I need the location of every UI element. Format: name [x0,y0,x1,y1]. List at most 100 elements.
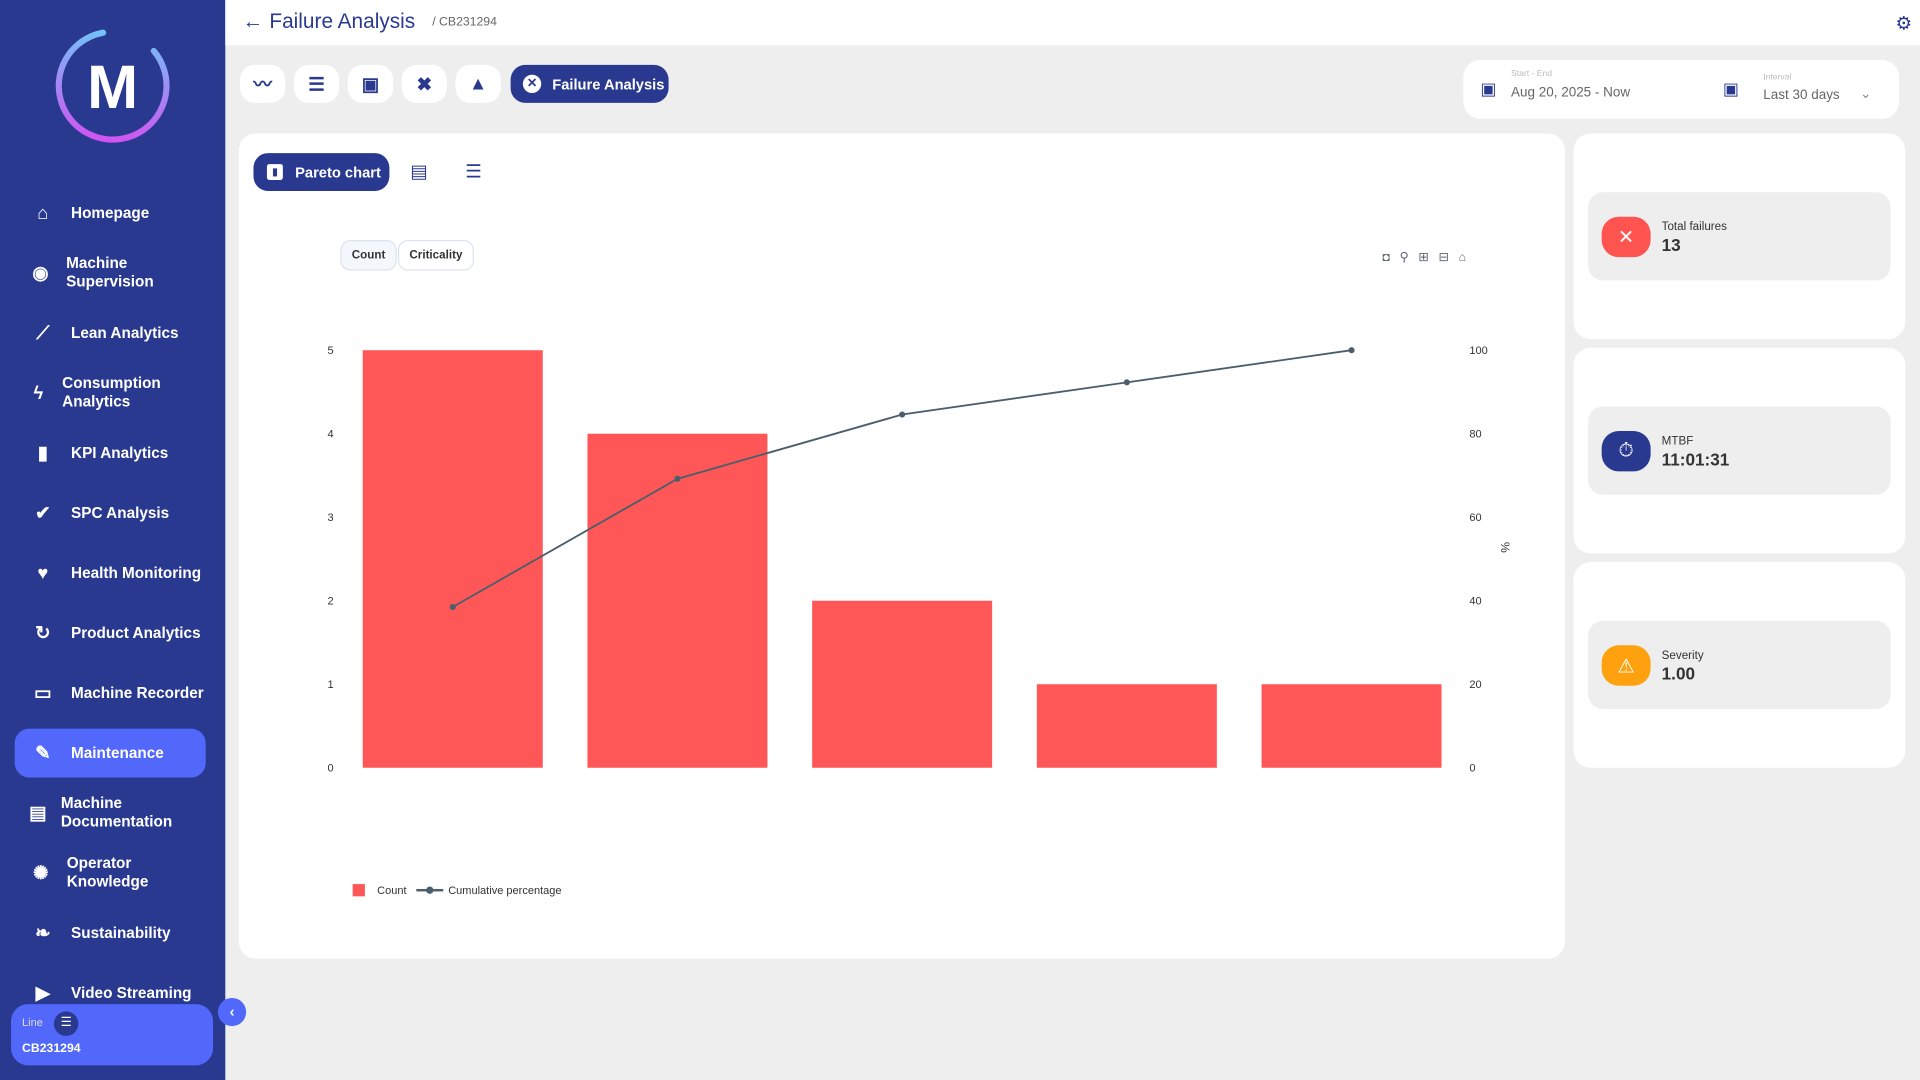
y2-axis-title: % [1498,542,1512,553]
line-selector[interactable]: Line ☰ CB231294 [11,1004,214,1066]
sidebar-item-video-streaming[interactable]: ▶ Video Streaming [15,969,206,1018]
zoom-out-icon[interactable]: ⊟ [1438,251,1459,265]
kpi-tile: ⚠ Severity 1.00 [1588,620,1891,709]
zoom-in-icon[interactable]: ⊞ [1418,251,1439,265]
sidebar-item-machine-documentation[interactable]: ▤ Machine Documentation [15,789,206,838]
filter-bar: ▣ Start - End Aug 20, 2025 - Now ▣ Inter… [1463,60,1900,119]
zoom-icon[interactable]: ⚲ [1399,251,1419,265]
legend-line-swatch [416,886,444,894]
bar [812,600,993,768]
y2-tick-label: 100 [1469,345,1487,357]
tab-label: Failure Analysis [552,75,665,93]
trend-icon: 〰 [253,74,272,96]
bar [362,350,543,768]
sidebar-item-maintenance[interactable]: ✎ Maintenance [14,728,206,778]
sidebar-item-spc-analysis[interactable]: ✔ SPC Analysis [15,489,206,538]
sidebar-item-label: Video Streaming [71,983,192,1002]
cumulative-point [1348,347,1355,354]
date-range-picker[interactable]: ▣ Start - End Aug 20, 2025 - Now [1463,60,1702,119]
warning-view-button[interactable]: ▲ [455,64,501,103]
calendar-view-button[interactable]: ▣ [347,64,394,103]
sidebar-item-homepage[interactable]: ⌂ Homepage [15,189,206,238]
warning-icon: ⚠ [1601,645,1651,686]
sidebar-item-lean-analytics[interactable]: ⟋ Lean Analytics [15,309,206,358]
sidebar-item-operator-knowledge[interactable]: ✺ Operator Knowledge [15,849,206,898]
sidebar-item-label: Maintenance [71,743,164,762]
tools-icon: ✖ [416,74,432,95]
back-arrow-icon[interactable]: ← [242,9,264,34]
sidebar-item-label: Consumption Analytics [62,374,161,411]
kpi-value: 11:01:31 [1661,449,1730,469]
chart-modebar: ◘⚲⊞⊟⌂ [1382,251,1475,264]
collapse-sidebar-button[interactable]: ‹ [217,997,247,1027]
sidebar-item-consumption-analytics[interactable]: ϟ Consumption Analytics [15,369,206,418]
tools-view-button[interactable]: ✖ [401,64,447,103]
bolt-icon: ϟ [33,382,44,404]
recorder-icon: ▭ [34,682,52,704]
kpi-value: 1.00 [1661,663,1696,684]
pareto-chart-tab[interactable]: ▮ Pareto chart [253,153,390,192]
legend-cumulative-label: Cumulative percentage [448,884,562,897]
sidebar: M ⌂ Homepage ◉ Machine Supervision ⟋ Lean Ana… [0,0,226,1080]
date-label: Start - End [1511,69,1553,79]
y2-tick-label: 20 [1469,679,1481,691]
line-label: Line [22,1016,43,1029]
kpi-label: MTBF [1661,434,1694,449]
chart-legend: Count Cumulative percentage [352,884,562,897]
interval-select[interactable]: ▣ Interval Last 30 days ⌄ [1708,60,1899,119]
cumulative-point [1123,379,1130,386]
tab-label: Pareto chart [295,163,381,181]
sidebar-item-product-analytics[interactable]: ↻ Product Analytics [15,609,206,658]
date-value: Aug 20, 2025 - Now [1511,85,1631,101]
failure-analysis-tab[interactable]: ✕ Failure Analysis [510,64,669,103]
menu-icon[interactable]: ☰ [465,161,482,183]
bar [587,433,768,768]
sidebar-item-label: Homepage [71,203,150,222]
list-view-button[interactable]: ☰ [293,64,340,103]
y-tick-label: 0 [328,762,334,774]
leaf-icon: ❧ [35,922,51,944]
sidebar-item-machine-supervision[interactable]: ◉ Machine Supervision [15,249,206,298]
svg-text:M: M [87,53,138,121]
sidebar-item-sustainability[interactable]: ❧ Sustainability [15,909,206,958]
bar-chart-icon: ▮ [37,442,48,464]
sidebar-item-label: Health Monitoring [71,563,202,582]
criticality-toggle[interactable]: Criticality [397,240,474,271]
interval-value: Last 30 days [1763,88,1840,103]
interval-label: Interval [1763,73,1792,83]
kpi-card-severity: ⚠ Severity 1.00 [1573,562,1906,768]
y-tick-label: 1 [328,679,334,691]
chevron-down-icon: ⌄ [1860,86,1872,102]
sidebar-item-machine-recorder[interactable]: ▭ Machine Recorder [15,669,206,718]
calendar-icon: ▣ [361,74,380,95]
kpi-label: Severity [1661,648,1704,663]
sidebar-item-kpi-analytics[interactable]: ▮ KPI Analytics [15,429,206,478]
line-value: CB231294 [22,1042,81,1056]
trend-view-button[interactable]: 〰 [240,64,286,103]
wrench-icon: ✎ [35,742,51,764]
gear-icon[interactable]: ⚙ [1895,13,1912,35]
clipboard-icon[interactable]: ▤ [410,161,428,183]
breadcrumb: / CB231294 [432,15,497,30]
sidebar-item-label: Machine Supervision [66,254,154,291]
y-tick-label: 4 [328,428,334,440]
cumulative-point [449,603,456,611]
heart-icon: ♥ [37,562,49,584]
y-tick-label: 5 [328,345,334,357]
camera-icon[interactable]: ◘ [1382,251,1400,265]
logo[interactable]: M [51,27,173,149]
y2-tick-label: 0 [1469,762,1475,774]
kpi-card-mtbf: ⏱ MTBF 11:01:31 [1573,347,1906,554]
list-icon: ☰ [53,1011,79,1036]
header: ← Failure Analysis / CB231294 ⚙ [225,0,1920,46]
count-toggle[interactable]: Count [340,240,397,271]
sidebar-item-label: Lean Analytics [71,323,179,342]
bar [1261,684,1442,768]
calendar-check-icon: ▣ [1480,78,1497,98]
home-icon[interactable]: ⌂ [1458,251,1476,265]
sidebar-item-label: SPC Analysis [71,503,170,522]
sidebar-item-label: Sustainability [71,923,171,942]
y2-tick-label: 60 [1469,512,1481,524]
y2-tick-label: 80 [1469,428,1481,440]
sidebar-item-health-monitoring[interactable]: ♥ Health Monitoring [15,549,206,598]
